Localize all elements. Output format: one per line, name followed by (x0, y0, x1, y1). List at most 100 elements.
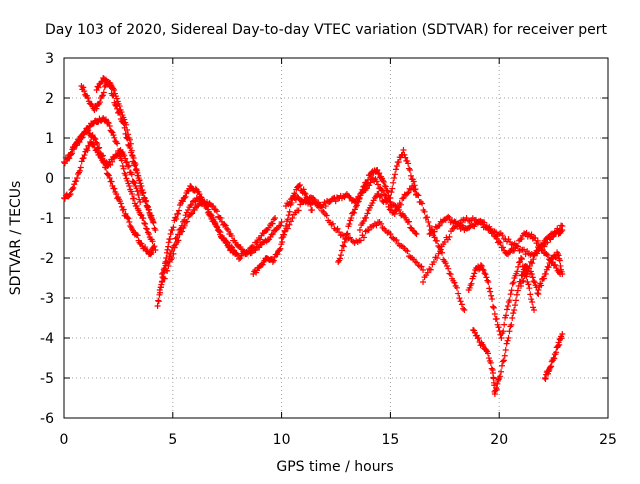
data-point (500, 357, 507, 364)
data-point (359, 186, 366, 193)
data-point (446, 233, 453, 240)
data-point (457, 298, 464, 305)
data-point (456, 295, 463, 302)
data-point (410, 178, 417, 185)
axis-ticks (63, 57, 609, 419)
data-point (490, 304, 497, 311)
data-point (525, 281, 532, 288)
data-point (133, 202, 140, 209)
data-point (213, 223, 220, 230)
data-point (529, 274, 536, 281)
data-point (120, 120, 127, 127)
data-point (389, 185, 396, 192)
data-point (406, 218, 413, 225)
data-point (538, 282, 545, 289)
data-point (111, 87, 118, 93)
data-point (387, 195, 394, 201)
data-point (422, 214, 429, 221)
data-point (107, 161, 114, 168)
data-point (559, 271, 566, 277)
data-point (172, 235, 179, 242)
data-point (489, 303, 496, 310)
data-point (493, 384, 500, 391)
data-point (388, 189, 395, 196)
data-point (185, 207, 192, 213)
data-point (309, 207, 316, 213)
data-point (188, 201, 195, 208)
data-point (286, 208, 293, 215)
data-point (551, 355, 558, 362)
data-point (400, 195, 407, 201)
data-point (108, 178, 115, 185)
data-point (228, 232, 235, 239)
data-point (354, 199, 361, 205)
data-point (483, 274, 490, 281)
data-point (158, 271, 165, 277)
data-point (125, 162, 132, 169)
data-point (192, 185, 199, 192)
data-point (426, 231, 433, 237)
data-point (122, 172, 129, 179)
data-point (86, 124, 93, 131)
y-tick-label: -3 (40, 291, 54, 307)
data-point (557, 262, 564, 269)
data-point (504, 303, 511, 309)
data-point (196, 191, 203, 198)
data-point (129, 152, 136, 159)
data-point (167, 251, 174, 257)
data-point (385, 203, 392, 210)
data-point (106, 123, 113, 129)
data-point (165, 243, 172, 250)
data-point (421, 208, 428, 215)
data-point (152, 227, 159, 233)
data-point (531, 279, 538, 286)
data-point (500, 328, 507, 335)
data-point (552, 261, 559, 268)
data-point (379, 177, 386, 184)
data-point (518, 235, 525, 242)
data-series-track-3 (61, 139, 157, 258)
data-point (167, 231, 174, 237)
data-point (461, 307, 468, 313)
x-tick-label: 20 (490, 432, 508, 448)
data-point (391, 201, 398, 208)
data-point (487, 288, 494, 295)
data-point (430, 259, 437, 265)
data-point (92, 136, 99, 143)
data-point (351, 209, 358, 216)
data-point (73, 142, 80, 149)
data-point (150, 247, 157, 253)
data-point (84, 127, 91, 133)
data-point (443, 263, 450, 269)
data-point (404, 248, 411, 255)
data-point (453, 284, 460, 291)
data-point (130, 179, 137, 185)
x-axis-label: GPS time / hours (276, 459, 393, 475)
y-tick-label: 0 (45, 171, 54, 187)
data-point (360, 183, 367, 190)
data-point (77, 164, 84, 171)
data-point (364, 180, 371, 187)
data-series-track-18 (517, 227, 566, 289)
data-point (122, 130, 129, 137)
data-point (274, 250, 281, 257)
data-point (360, 218, 367, 225)
data-point (506, 297, 513, 304)
data-point (498, 335, 505, 341)
data-point (545, 368, 552, 375)
data-point (548, 363, 555, 370)
data-point (122, 155, 129, 162)
data-point (391, 175, 398, 181)
data-series-track-16 (465, 255, 538, 341)
data-point (129, 191, 136, 198)
data-point (137, 199, 144, 205)
data-point (346, 221, 353, 228)
data-point (179, 198, 186, 205)
data-point (468, 280, 475, 287)
data-point (143, 225, 150, 232)
data-point (81, 152, 88, 159)
data-point (128, 149, 135, 156)
data-point (117, 200, 124, 207)
x-tick-label: 5 (168, 432, 177, 448)
data-point (81, 88, 88, 95)
